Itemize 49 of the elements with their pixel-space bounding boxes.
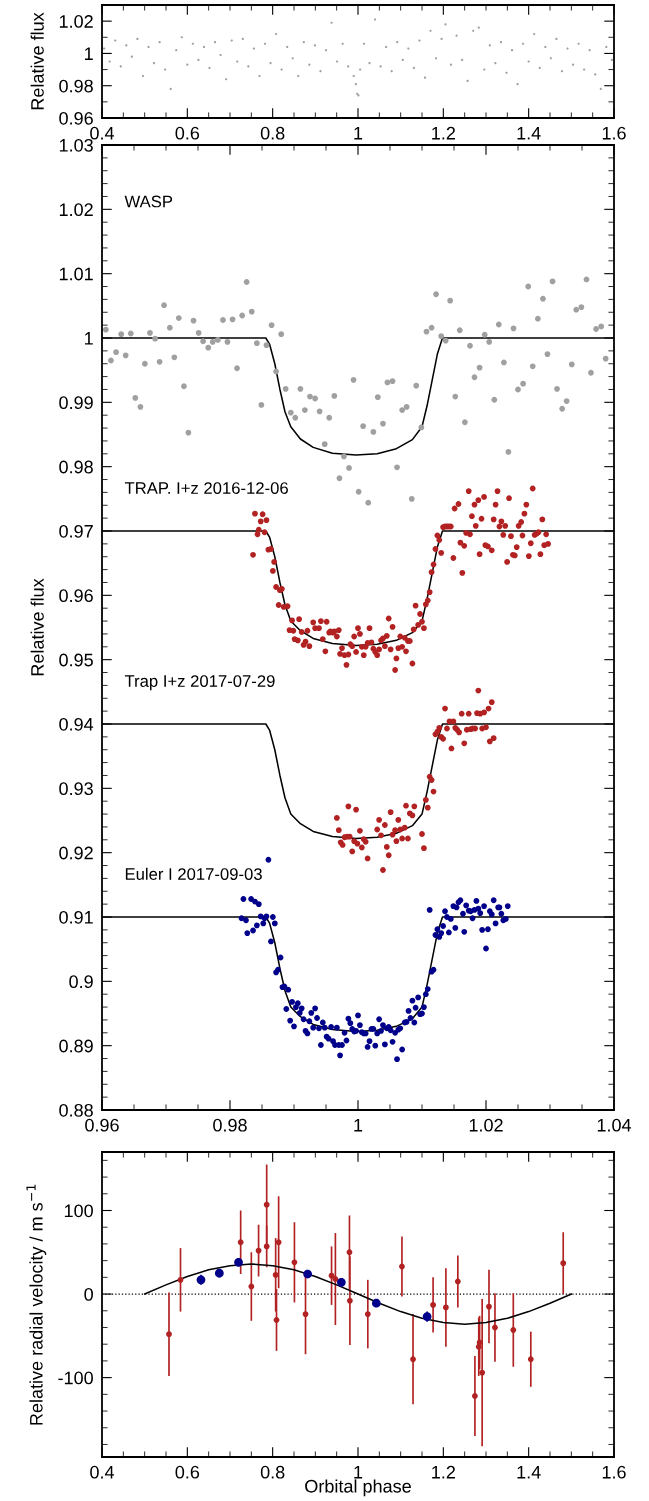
y-tick-label: 100 [64,1204,93,1218]
x-tick-label: 1.2 [432,1465,455,1479]
y-axis-title: Relative flux [30,578,44,676]
y-axis-title: Relative flux [30,12,44,110]
y-tick-label: 0.89 [59,1039,93,1053]
x-tick-label: 0.6 [175,1465,200,1479]
y-tick-label: 0.9 [69,975,93,989]
y-tick-label: 0.99 [59,396,93,410]
x-axis-title: Orbital phase [305,1479,411,1497]
annotation: WASP [124,195,173,208]
y-tick-label: 0.93 [59,782,93,796]
y-tick-label: 0.98 [59,460,93,474]
y-tick-label: 1.02 [59,203,93,217]
y-tick-label: 1 [85,332,93,345]
x-tick-label: 1.6 [602,126,626,140]
x-tick-label: 0.8 [260,1465,285,1479]
y-tick-label: 0.91 [59,910,93,924]
x-tick-label: 1.6 [602,1465,626,1479]
y-tick-label: 0 [84,1287,93,1301]
x-tick-label: 0.4 [90,126,115,140]
x-tick-label: 1.4 [517,127,541,140]
y-tick-label: 1.02 [59,15,93,28]
x-tick-label: 0.8 [260,126,285,140]
x-tick-label: 1 [354,1466,363,1479]
y-tick-label: 0.98 [59,79,93,93]
x-tick-label: 1.02 [469,1118,503,1132]
y-axis-title: Relative radial velocity / m s$^{−1}$ [26,1184,47,1425]
x-tick-label: 1.4 [517,1466,541,1479]
x-tick-label: 0.98 [213,1118,247,1132]
x-tick-label: 1.04 [597,1118,632,1132]
y-tick-label: -100 [58,1371,93,1385]
x-tick-label: 1.2 [432,126,455,140]
x-tick-label: 0.6 [175,126,200,140]
x-tick-label: 0.4 [90,1465,115,1479]
y-tick-label: 0.95 [59,653,93,667]
y-tick-label: 0.96 [59,111,93,125]
y-tick-label: 0.97 [59,524,93,538]
y-tick-label: 0.94 [59,717,94,731]
y-tick-label: 1.01 [59,267,93,281]
y-tick-label: 1.03 [59,138,93,152]
y-tick-label: 0.88 [59,1103,93,1117]
y-tick-label: 0.96 [59,589,93,603]
annotation: Trap I+z 2017-07-29 [124,675,275,691]
annotation: Euler I 2017-09-03 [125,867,262,880]
annotation: TRAP. I+z 2016-12-06 [124,482,288,494]
x-tick-label: 1 [354,127,363,140]
y-tick-label: 1 [85,47,93,60]
y-tick-label: 0.92 [59,846,93,860]
x-tick-label: 1 [354,1119,363,1132]
